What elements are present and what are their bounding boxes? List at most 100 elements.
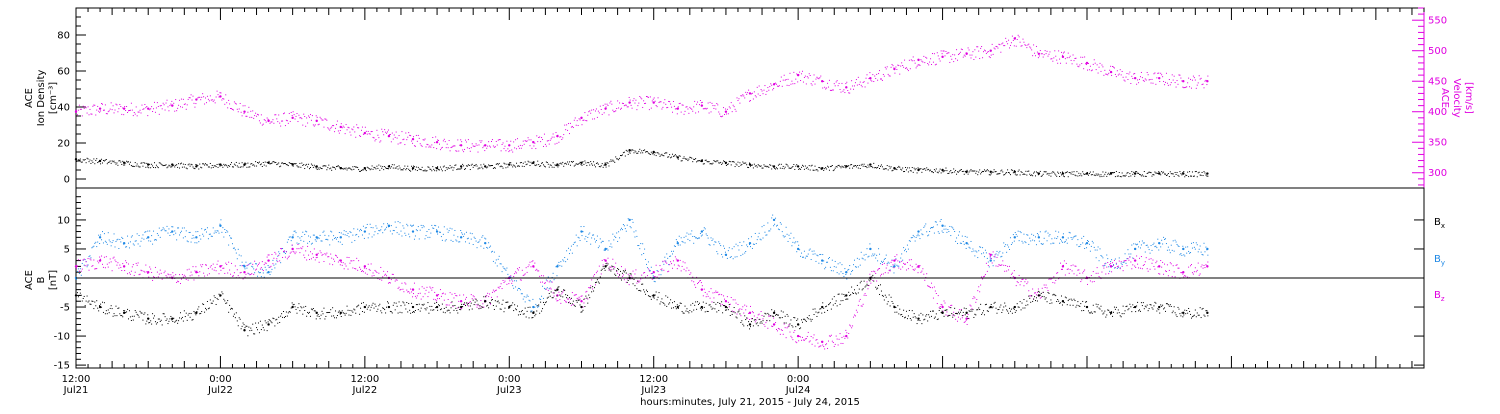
- by-sample: [964, 244, 965, 245]
- velocity-sample: [849, 93, 850, 94]
- bz-sample: [168, 274, 169, 275]
- bz-sample: [910, 265, 911, 266]
- velocity-sample: [693, 106, 694, 107]
- density-sample: [441, 169, 442, 170]
- density-sample: [992, 172, 993, 173]
- velocity-sample: [396, 132, 397, 133]
- by-sample: [960, 243, 961, 244]
- by-sample: [294, 231, 295, 232]
- velocity-sample: [337, 121, 338, 122]
- density-sample: [815, 169, 816, 170]
- by-sample: [753, 244, 754, 245]
- bz-sample: [572, 292, 573, 293]
- velocity-sample: [1078, 66, 1079, 67]
- bz-sample: [886, 268, 887, 269]
- by-sample: [687, 239, 688, 240]
- bz-sample: [716, 292, 717, 293]
- velocity-sample: [341, 123, 342, 124]
- velocity-sample: [701, 102, 702, 103]
- velocity-sample: [811, 83, 812, 84]
- density-sample: [403, 168, 404, 169]
- bz-sample: [1053, 276, 1054, 277]
- velocity-sample: [762, 90, 763, 91]
- by-sample: [609, 246, 610, 247]
- by-sample: [780, 222, 781, 223]
- bz-sample: [483, 307, 484, 308]
- velocity-sample: [502, 144, 503, 145]
- by-sample: [1190, 252, 1191, 253]
- bz-sample: [240, 272, 241, 273]
- by-sample: [900, 258, 901, 259]
- bz-sample: [178, 281, 179, 282]
- velocity-sample: [807, 76, 808, 77]
- velocity-sample: [899, 74, 900, 75]
- density-sample: [1135, 171, 1136, 172]
- by-sample: [1126, 258, 1127, 259]
- density-sample: [909, 167, 910, 168]
- density-sample: [1027, 171, 1028, 172]
- velocity-sample: [1063, 52, 1064, 53]
- by-sample: [1146, 245, 1147, 246]
- velocity-sample: [146, 106, 147, 107]
- by-sample: [382, 232, 383, 233]
- bz-sample: [998, 264, 999, 265]
- velocity-sample: [144, 104, 145, 105]
- by-sample: [586, 241, 587, 242]
- velocity-sample: [124, 106, 125, 107]
- velocity-sample: [870, 80, 871, 81]
- by-sample: [254, 272, 255, 273]
- by-sample: [1084, 248, 1085, 249]
- bz-sample: [688, 270, 689, 271]
- bz-sample: [184, 275, 185, 276]
- velocity-sample: [383, 134, 384, 135]
- velocity-sample: [1100, 63, 1101, 64]
- bz-sample: [89, 270, 90, 271]
- bz-sample: [496, 290, 497, 291]
- velocity-sample: [685, 111, 686, 112]
- density-sample: [363, 169, 364, 170]
- density-sample: [1143, 176, 1144, 177]
- velocity-sample: [179, 100, 180, 101]
- density-sample: [973, 171, 974, 172]
- by-sample: [725, 252, 726, 253]
- velocity-sample: [224, 104, 225, 105]
- density-sample: [740, 165, 741, 166]
- by-sample: [260, 272, 261, 273]
- by-sample: [864, 255, 865, 256]
- by-sample: [554, 279, 555, 280]
- y-tick-label: -5: [60, 303, 70, 314]
- velocity-sample: [231, 108, 232, 109]
- bz-sample: [641, 275, 642, 276]
- by-sample: [838, 263, 839, 264]
- by-sample: [220, 219, 221, 220]
- bz-sample: [799, 336, 800, 337]
- density-sample: [535, 165, 536, 166]
- velocity-sample: [523, 141, 524, 142]
- velocity-sample: [277, 121, 278, 122]
- by-sample: [652, 273, 653, 274]
- bz-point: [364, 265, 366, 267]
- density-sample: [252, 165, 253, 166]
- density-sample: [398, 169, 399, 170]
- density-sample: [1004, 174, 1005, 175]
- by-sample: [495, 262, 496, 263]
- velocity-sample: [516, 148, 517, 149]
- velocity-sample: [585, 120, 586, 121]
- velocity-sample: [229, 103, 230, 104]
- density-sample: [1111, 172, 1112, 173]
- by-sample: [272, 260, 273, 261]
- velocity-sample: [998, 44, 999, 45]
- by-sample: [468, 238, 469, 239]
- velocity-sample: [318, 124, 319, 125]
- by-sample: [1186, 253, 1187, 254]
- velocity-sample: [145, 107, 146, 108]
- density-sample: [1152, 176, 1153, 177]
- by-sample: [213, 227, 214, 228]
- velocity-sample: [251, 117, 252, 118]
- bz-sample: [833, 342, 834, 343]
- velocity-sample: [215, 102, 216, 103]
- by-series: [75, 215, 1209, 313]
- by-sample: [620, 229, 621, 230]
- density-sample: [711, 163, 712, 164]
- bz-sample: [795, 341, 796, 342]
